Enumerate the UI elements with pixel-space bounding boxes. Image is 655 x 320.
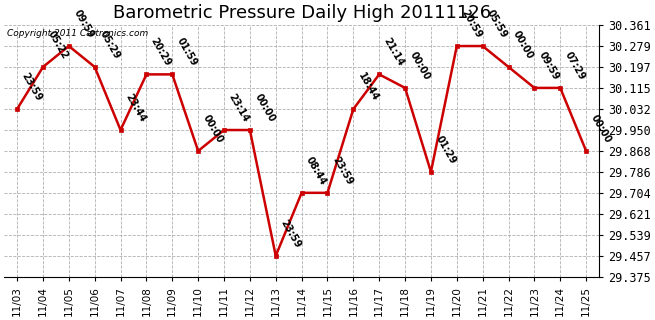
Text: 23:59: 23:59 [330, 155, 354, 187]
Text: Copyright 2011 Cartronics.com: Copyright 2011 Cartronics.com [7, 29, 149, 38]
Text: 20:29: 20:29 [149, 36, 173, 68]
Text: 00:00: 00:00 [407, 50, 432, 82]
Text: 18:44: 18:44 [356, 71, 380, 103]
Text: 07:29: 07:29 [563, 50, 587, 82]
Title: Barometric Pressure Daily High 20111126: Barometric Pressure Daily High 20111126 [113, 4, 491, 22]
Text: 05:59: 05:59 [485, 8, 510, 40]
Text: 23:44: 23:44 [123, 92, 147, 124]
Text: 09:59: 09:59 [71, 8, 96, 40]
Text: 01:29: 01:29 [434, 134, 458, 165]
Text: 21:14: 21:14 [382, 36, 406, 68]
Text: 00:00: 00:00 [200, 113, 225, 145]
Text: 00:00: 00:00 [252, 92, 276, 124]
Text: 00:00: 00:00 [511, 29, 535, 61]
Text: 08:44: 08:44 [304, 155, 328, 187]
Text: 23:59: 23:59 [20, 71, 44, 103]
Text: 09:59: 09:59 [537, 50, 561, 82]
Text: 23:59: 23:59 [278, 218, 303, 250]
Text: 05:29: 05:29 [98, 29, 121, 61]
Text: 05:22: 05:22 [46, 29, 69, 61]
Text: 00:00: 00:00 [589, 113, 613, 145]
Text: 01:59: 01:59 [175, 36, 199, 68]
Text: 23:14: 23:14 [227, 92, 251, 124]
Text: 20:59: 20:59 [459, 8, 483, 40]
